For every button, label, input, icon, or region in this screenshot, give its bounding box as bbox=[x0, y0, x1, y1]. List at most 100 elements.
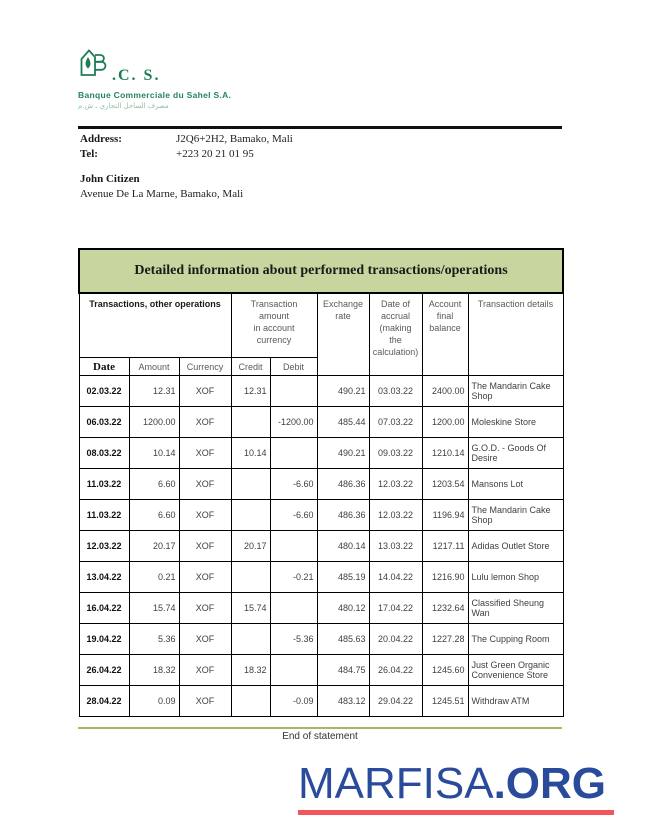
table-row: 12.03.22 20.17 XOF 20.17 480.14 13.03.22 1217.… bbox=[78, 530, 564, 562]
cell-balance: 1210.14 bbox=[421, 437, 469, 469]
cell-balance: 1232.64 bbox=[421, 592, 469, 624]
marfisa-logo-main: MARFISA bbox=[298, 759, 494, 808]
cell-rate: 485.44 bbox=[316, 406, 370, 438]
customer-name: John Citizen bbox=[80, 173, 140, 185]
cell-credit: 12.31 bbox=[230, 375, 271, 407]
cell-credit bbox=[230, 685, 271, 717]
cell-credit bbox=[230, 406, 271, 438]
cell-debit: -1200.00 bbox=[269, 406, 318, 438]
cell-credit bbox=[230, 499, 271, 531]
cell-rate: 485.63 bbox=[316, 623, 370, 655]
cell-currency: XOF bbox=[178, 623, 232, 655]
cell-accrual: 29.04.22 bbox=[368, 685, 423, 717]
cell-date: 11.03.22 bbox=[78, 499, 130, 531]
cell-amount: 12.31 bbox=[128, 375, 180, 407]
cell-date: 16.04.22 bbox=[78, 592, 130, 624]
marfisa-logo: MARFISA.ORG bbox=[298, 759, 615, 815]
cell-debit bbox=[269, 437, 318, 469]
cell-date: 08.03.22 bbox=[78, 437, 130, 469]
cell-credit: 20.17 bbox=[230, 530, 271, 562]
transactions-table-wrap: Detailed information about performed tra… bbox=[77, 248, 565, 717]
cell-amount: 10.14 bbox=[128, 437, 180, 469]
cell-rate: 484.75 bbox=[316, 654, 370, 686]
cell-details: The Cupping Room bbox=[467, 623, 564, 655]
cell-amount: 5.36 bbox=[128, 623, 180, 655]
cell-currency: XOF bbox=[178, 468, 232, 500]
cell-debit bbox=[269, 375, 318, 407]
cell-credit bbox=[230, 623, 271, 655]
marfisa-logo-suffix: .ORG bbox=[493, 759, 607, 808]
bank-initials: .C. S. bbox=[112, 67, 161, 84]
cell-debit: -6.60 bbox=[269, 499, 318, 531]
cell-balance: 1216.90 bbox=[421, 561, 469, 593]
cell-details: Classified Sheung Wan bbox=[467, 592, 564, 624]
bank-name: Banque Commerciale du Sahel S.A. bbox=[78, 90, 232, 100]
cell-balance: 1217.11 bbox=[421, 530, 469, 562]
cell-balance: 1200.00 bbox=[421, 406, 469, 438]
cell-details: G.O.D. - Goods Of Desire bbox=[467, 437, 564, 469]
cell-balance: 1245.60 bbox=[421, 654, 469, 686]
cell-details: The Mandarin Cake Shop bbox=[467, 499, 564, 531]
cell-accrual: 12.03.22 bbox=[368, 499, 423, 531]
table-row: 26.04.22 18.32 XOF 18.32 484.75 26.04.22 1245.… bbox=[78, 654, 564, 686]
cell-amount: 0.09 bbox=[128, 685, 180, 717]
cell-date: 12.03.22 bbox=[78, 530, 130, 562]
cell-currency: XOF bbox=[178, 406, 232, 438]
cell-rate: 485.19 bbox=[316, 561, 370, 593]
cell-credit bbox=[230, 561, 271, 593]
cell-details: The Mandarin Cake Shop bbox=[467, 375, 564, 407]
tel-value: +223 20 21 01 95 bbox=[176, 148, 254, 160]
customer-block: John Citizen Avenue De La Marne, Bamako,… bbox=[80, 172, 243, 202]
cell-debit bbox=[269, 654, 318, 686]
end-of-statement-text: End of statement bbox=[282, 731, 358, 742]
cell-debit: -0.21 bbox=[269, 561, 318, 593]
address-label: Address: bbox=[80, 133, 122, 145]
cell-accrual: 12.03.22 bbox=[368, 468, 423, 500]
cell-currency: XOF bbox=[178, 561, 232, 593]
tel-label: Tel: bbox=[80, 148, 98, 160]
cell-details: Just Green Organic Convenience Store bbox=[467, 654, 564, 686]
cell-rate: 490.21 bbox=[316, 375, 370, 407]
cell-rate: 480.12 bbox=[316, 592, 370, 624]
cell-date: 06.03.22 bbox=[78, 406, 130, 438]
customer-address: Avenue De La Marne, Bamako, Mali bbox=[80, 188, 244, 200]
transactions-body: 02.03.22 12.31 XOF 12.31 490.21 03.03.22 2400.… bbox=[78, 375, 564, 717]
cell-accrual: 09.03.22 bbox=[368, 437, 423, 469]
cell-currency: XOF bbox=[178, 530, 232, 562]
table-title: Detailed information about performed tra… bbox=[77, 248, 565, 294]
cell-date: 19.04.22 bbox=[78, 623, 130, 655]
cell-amount: 6.60 bbox=[128, 468, 180, 500]
cell-details: Lulu lemon Shop bbox=[467, 561, 564, 593]
cell-balance: 1196.94 bbox=[421, 499, 469, 531]
subheader-amount: Amount bbox=[128, 357, 180, 376]
cell-accrual: 14.04.22 bbox=[368, 561, 423, 593]
table-row: 02.03.22 12.31 XOF 12.31 490.21 03.03.22 2400.… bbox=[78, 375, 564, 407]
cell-rate: 490.21 bbox=[316, 437, 370, 469]
subheader-date: Date bbox=[78, 357, 130, 376]
cell-amount: 15.74 bbox=[128, 592, 180, 624]
cell-amount: 20.17 bbox=[128, 530, 180, 562]
end-of-statement-rule bbox=[78, 727, 562, 729]
cell-debit: -5.36 bbox=[269, 623, 318, 655]
cell-currency: XOF bbox=[178, 685, 232, 717]
cell-amount: 6.60 bbox=[128, 499, 180, 531]
cell-debit bbox=[269, 592, 318, 624]
bank-name-arabic: مصرف الساحل التجاري ـ ش.م bbox=[78, 102, 169, 110]
cell-accrual: 20.04.22 bbox=[368, 623, 423, 655]
cell-details: Moleskine Store bbox=[467, 406, 564, 438]
cell-amount: 1200.00 bbox=[128, 406, 180, 438]
table-row: 28.04.22 0.09 XOF -0.09 483.12 29.04.22 1245.5… bbox=[78, 685, 564, 717]
header-amount-currency: Transaction amount in account currency bbox=[230, 292, 318, 358]
cell-credit bbox=[230, 468, 271, 500]
table-row: 16.04.22 15.74 XOF 15.74 480.12 17.04.22 1232.… bbox=[78, 592, 564, 624]
bank-logo: .C. S. Banque Commerciale du Sahel S.A. … bbox=[78, 48, 318, 110]
cell-date: 28.04.22 bbox=[78, 685, 130, 717]
cell-balance: 1203.54 bbox=[421, 468, 469, 500]
cell-balance: 1227.28 bbox=[421, 623, 469, 655]
cell-details: Withdraw ATM bbox=[467, 685, 564, 717]
cell-credit: 18.32 bbox=[230, 654, 271, 686]
cell-rate: 480.14 bbox=[316, 530, 370, 562]
cell-credit: 10.14 bbox=[230, 437, 271, 469]
cell-currency: XOF bbox=[178, 499, 232, 531]
table-row: 13.04.22 0.21 XOF -0.21 485.19 14.04.22 1216.9… bbox=[78, 561, 564, 593]
